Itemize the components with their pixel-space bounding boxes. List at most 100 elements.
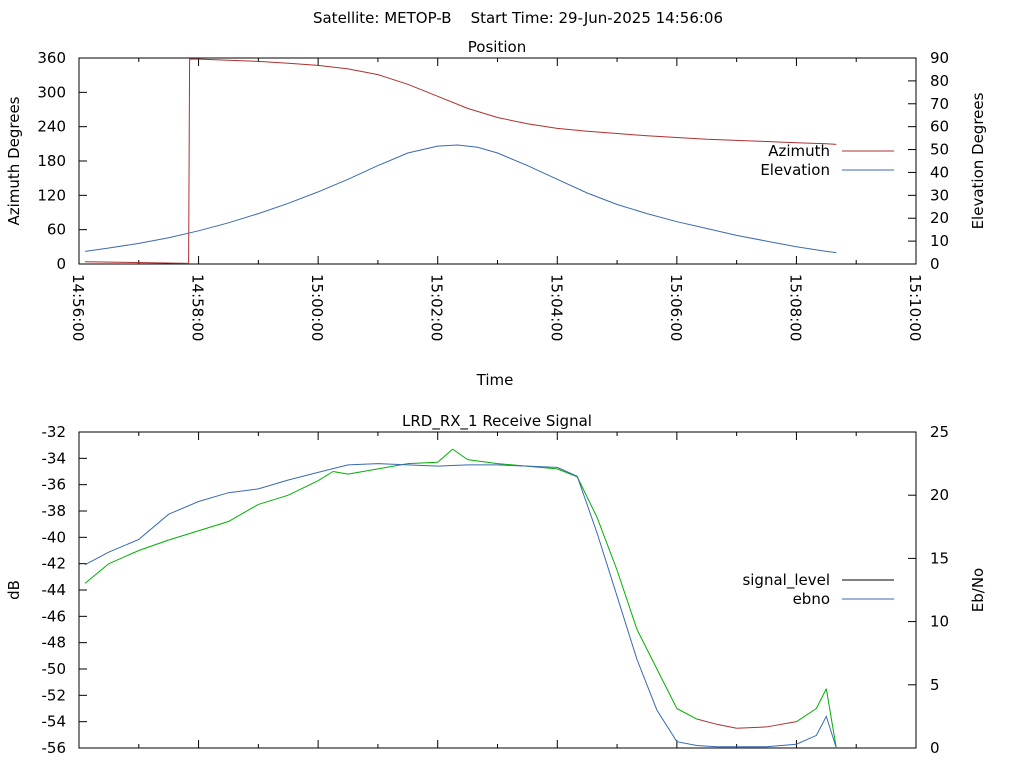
y-tick-label: -54 xyxy=(42,713,67,731)
series-line-signal-level-segment xyxy=(636,629,658,670)
x-tick-label: 14:58:00 xyxy=(189,274,207,341)
series-line-signal-level-segment xyxy=(407,461,438,465)
series-line-signal-level-segment xyxy=(596,517,618,571)
y-tick-label: -40 xyxy=(42,528,67,546)
series-line-signal-level-segment xyxy=(467,459,498,465)
y-tick-label: 60 xyxy=(47,221,66,239)
y-tick-label: -56 xyxy=(42,739,67,757)
y-tick-label: -44 xyxy=(42,581,67,599)
series-line-signal-level-segment xyxy=(168,530,199,541)
y-tick-label: -46 xyxy=(42,607,67,625)
series-line-signal-level-segment xyxy=(228,503,259,522)
y-tick-label: 240 xyxy=(37,118,66,136)
series-line-signal-level-segment xyxy=(736,726,767,729)
x-tick-label: 15:02:00 xyxy=(428,274,446,341)
signal-left-ticks: -32 -34 -36 -38 -40 -42 -44 -46 -48 -50 -52 -54 -56 xyxy=(42,423,87,757)
position-series xyxy=(84,58,837,264)
series-line-ebno xyxy=(84,463,837,749)
series-line-signal-level-segment xyxy=(288,480,319,496)
series-line-signal-level-segment xyxy=(452,448,468,461)
page-header: Satellite: METOP-B Start Time: 29-Jun-20… xyxy=(313,9,723,27)
signal-plot-area xyxy=(78,431,917,749)
x-tick-label: 15:06:00 xyxy=(667,274,685,341)
position-x-label: Time xyxy=(476,371,514,389)
y2-tick-label: 50 xyxy=(930,141,949,159)
y-tick-label: -32 xyxy=(42,423,67,441)
signal-series xyxy=(84,448,837,749)
y2-tick-label: 5 xyxy=(930,676,940,694)
series-line-signal-level-segment xyxy=(84,563,110,584)
series-line-signal-level-segment xyxy=(258,494,289,505)
y-tick-label: 300 xyxy=(37,83,66,101)
series-line-signal-level-segment xyxy=(317,471,334,482)
y-tick-label: 360 xyxy=(37,49,66,67)
y-tick-label: -52 xyxy=(42,686,67,704)
signal-title: LRD_RX_1 Receive Signal xyxy=(402,412,592,431)
series-line-signal-level-segment xyxy=(616,570,638,630)
series-line-signal-level-segment xyxy=(108,550,139,565)
x-tick-label: 15:08:00 xyxy=(786,274,804,341)
y2-tick-label: 80 xyxy=(930,72,949,90)
x-tick-label: 15:10:00 xyxy=(906,274,924,341)
series-line-signal-level-segment xyxy=(796,708,817,723)
y2-tick-label: 10 xyxy=(930,232,949,250)
series-line-signal-level-segment xyxy=(347,468,379,475)
y-tick-label: -34 xyxy=(42,449,67,467)
y-tick-label: -36 xyxy=(42,476,67,494)
y2-tick-label: 0 xyxy=(930,255,940,273)
signal-right-ticks: 25 20 15 10 5 0 xyxy=(908,423,949,757)
series-line-signal-level-segment xyxy=(557,468,578,478)
position-left-ticks: 360 300 240 180 120 60 0 xyxy=(37,49,87,273)
position-legend: Azimuth Elevation xyxy=(760,142,894,179)
y-tick-label: -38 xyxy=(42,502,67,520)
series-line-signal-level-segment xyxy=(766,721,797,728)
series-line-signal-level-segment xyxy=(825,688,837,749)
y2-tick-label: 10 xyxy=(930,613,949,631)
position-title: Position xyxy=(468,38,526,56)
y2-tick-label: 15 xyxy=(930,549,949,567)
series-line-signal-level-segment xyxy=(696,718,717,725)
y2-tick-label: 25 xyxy=(930,423,949,441)
x-tick-label: 15:04:00 xyxy=(547,274,565,341)
y-tick-label: 0 xyxy=(56,255,66,273)
signal-x-ticks xyxy=(78,432,917,748)
y2-tick-label: 40 xyxy=(930,163,949,181)
y2-tick-label: 70 xyxy=(930,95,949,113)
legend-label-signal-level: signal_level xyxy=(742,571,830,590)
series-line-signal-level-segment xyxy=(576,476,598,518)
series-line-signal-level-segment xyxy=(437,448,453,463)
position-right-ticks: 90 80 70 60 50 40 30 20 10 0 xyxy=(908,49,949,273)
x-tick-label: 15:00:00 xyxy=(308,274,326,341)
legend-label-ebno: ebno xyxy=(793,590,830,608)
signal-chart: LRD_RX_1 Receive Signal -32-34-36-38-40-… xyxy=(5,412,987,757)
y2-tick-label: 90 xyxy=(930,49,949,67)
y-tick-label: -42 xyxy=(42,555,67,573)
y2-tick-label: 30 xyxy=(930,186,949,204)
y2-tick-label: 20 xyxy=(930,486,949,504)
signal-y2-label: Eb/No xyxy=(969,568,987,612)
signal-legend: signal_level ebno xyxy=(742,571,894,608)
y-tick-label: 180 xyxy=(37,152,66,170)
series-line-signal-level-segment xyxy=(138,539,169,551)
series-line-signal-level-segment xyxy=(716,723,737,729)
series-line-elevation xyxy=(84,144,837,254)
x-tick-label: 14:56:00 xyxy=(69,274,87,341)
y2-tick-label: 0 xyxy=(930,739,940,757)
y2-tick-label: 60 xyxy=(930,118,949,136)
legend-label-azimuth: Azimuth xyxy=(768,142,830,160)
y2-tick-label: 20 xyxy=(930,209,949,227)
series-line-signal-level-segment xyxy=(333,471,349,475)
series-line-signal-level-segment xyxy=(656,668,678,709)
y-tick-label: -50 xyxy=(42,660,67,678)
position-x-ticks: 14:56:00 14:58:00 15:00:00 15:02:00 15:04:00… xyxy=(69,58,924,341)
y-tick-label: -48 xyxy=(42,634,67,652)
position-y-label: Azimuth Degrees xyxy=(5,96,23,225)
series-line-azimuth xyxy=(84,58,837,264)
series-line-signal-level-segment xyxy=(198,521,229,532)
signal-y-label: dB xyxy=(5,580,23,600)
y-tick-label: 120 xyxy=(37,186,66,204)
series-line-signal-level-segment xyxy=(815,688,827,709)
legend-label-elevation: Elevation xyxy=(760,161,830,179)
